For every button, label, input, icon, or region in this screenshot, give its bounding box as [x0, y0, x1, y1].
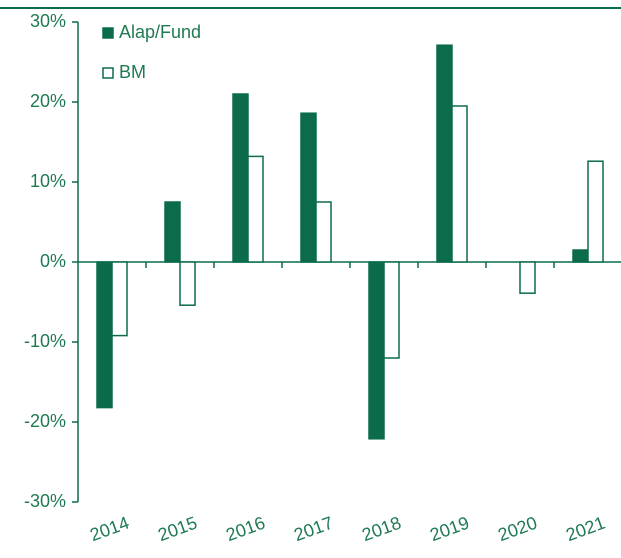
y-tick-label: 20%: [30, 91, 66, 111]
y-tick-label: 30%: [30, 11, 66, 31]
x-tick-label: 2016: [223, 513, 267, 545]
legend-label: Alap/Fund: [119, 22, 201, 42]
y-tick-label: -10%: [24, 331, 66, 351]
y-tick-label: -30%: [24, 491, 66, 511]
x-tick-label: 2015: [155, 513, 199, 545]
x-tick-label: 2021: [563, 513, 607, 545]
bar: [232, 93, 249, 263]
bar: [247, 155, 264, 263]
bar: [179, 261, 196, 306]
bar: [96, 261, 113, 409]
bar: [164, 201, 181, 263]
y-tick-label: 0%: [40, 251, 66, 271]
x-tick-label: 2017: [291, 513, 335, 545]
x-tick-label: 2018: [359, 513, 403, 545]
x-tick-label: 2014: [87, 513, 131, 545]
legend-swatch: [102, 67, 114, 79]
bar: [383, 261, 400, 359]
bar: [572, 249, 589, 263]
bar: [368, 261, 385, 440]
legend-swatch: [102, 27, 114, 39]
bar: [587, 160, 604, 263]
x-tick-label: 2019: [427, 513, 471, 545]
bar: [436, 44, 453, 263]
x-tick-label: 2020: [495, 513, 539, 545]
legend-label: BM: [119, 62, 146, 82]
bar: [111, 261, 128, 337]
bar: [451, 105, 468, 263]
bar: [519, 261, 536, 294]
bar: [300, 112, 317, 263]
y-tick-label: 10%: [30, 171, 66, 191]
y-tick-label: -20%: [24, 411, 66, 431]
bar: [315, 201, 332, 263]
